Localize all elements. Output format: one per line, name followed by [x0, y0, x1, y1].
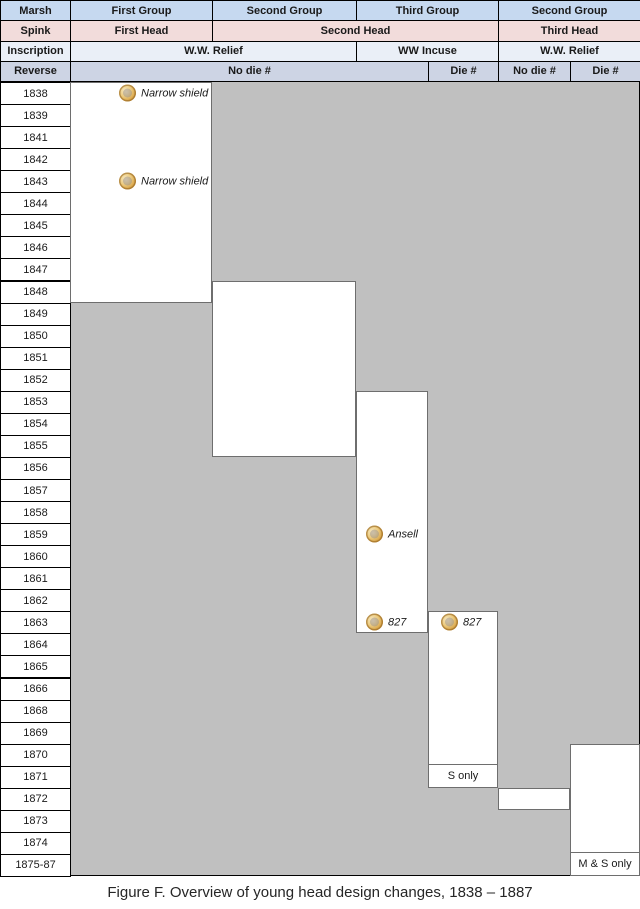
year-row-label: 1870: [0, 743, 71, 767]
header-cell-reverse-1: No die #: [70, 60, 429, 82]
year-row-label: 1841: [0, 126, 71, 150]
header-cell-marsh-1: First Group: [70, 0, 213, 22]
second-group-no-die-block: [212, 280, 356, 457]
header-cell-inscription-1: W.W. Relief: [70, 40, 357, 62]
coin-icon: [366, 525, 383, 543]
annotation-label: Ansell: [388, 528, 418, 541]
year-row-label: 1871: [0, 765, 71, 789]
year-row-label: 1873: [0, 809, 71, 833]
annotation-label: Narrow shield: [141, 87, 209, 100]
annotation-1863-4: 827: [441, 613, 482, 631]
year-row-label: 1863: [0, 611, 71, 635]
header-cell-reverse-4: Die #: [570, 60, 640, 82]
year-row-label: 1842: [0, 148, 71, 172]
coin-icon: [366, 613, 383, 631]
header-cell-spink-3: Third Head: [498, 20, 640, 42]
annotation-1838-0: Narrow shield: [119, 84, 209, 102]
header-cell-spink-2: Second Head: [212, 20, 499, 42]
design-changes-table: Marsh First Group Second Group Third Group S…: [0, 0, 640, 877]
coin-icon: [119, 172, 136, 190]
year-row-label: 1860: [0, 545, 71, 569]
header-cell-marsh-2: Second Group: [212, 0, 357, 22]
year-row-label: 1859: [0, 523, 71, 547]
third-group-die-footer-label: S only: [429, 763, 497, 787]
year-row-label: 1862: [0, 589, 71, 613]
coin-icon: [119, 84, 136, 102]
header-cell-inscription-3: W.W. Relief: [498, 40, 640, 62]
header-cell-marsh-4: Second Group: [498, 0, 640, 22]
header-cell-reverse-2: Die #: [428, 60, 499, 82]
year-row-label: 1874: [0, 831, 71, 855]
second-group-2-die-block: M & S only: [570, 743, 640, 876]
year-row-label: 1865: [0, 655, 71, 679]
header-cell-reverse-3: No die #: [498, 60, 571, 82]
figure-caption: Figure F. Overview of young head design …: [107, 884, 533, 901]
year-row-label: 1855: [0, 434, 71, 458]
year-row-label: 1839: [0, 104, 71, 128]
third-group-no-die-block: [356, 390, 428, 634]
year-row-label: 1844: [0, 192, 71, 216]
header-cell-marsh-3: Third Group: [356, 0, 499, 22]
year-row-label: 1846: [0, 236, 71, 260]
year-row-label: 1849: [0, 302, 71, 326]
annotation-label: Narrow shield: [141, 175, 209, 188]
year-row-label: 1843: [0, 170, 71, 194]
third-group-die-block: S only: [428, 611, 498, 788]
annotation-1863-3: 827: [366, 613, 407, 631]
year-row-label: 1853: [0, 390, 71, 414]
header-cell-reverse-0: Reverse: [0, 60, 71, 82]
year-row-label: 1848: [0, 280, 71, 304]
year-row-label: 1850: [0, 324, 71, 348]
year-row-label: 1838: [0, 82, 71, 106]
table-header: Marsh First Group Second Group Third Group S…: [0, 0, 640, 82]
annotation-1859-2: Ansell: [366, 525, 418, 543]
year-row-label: 1872: [0, 787, 71, 811]
year-row-label: 1868: [0, 699, 71, 723]
year-row-label: 1864: [0, 633, 71, 657]
annotation-label: 827: [463, 616, 482, 629]
year-row-label: 1851: [0, 346, 71, 370]
annotation-1843-1: Narrow shield: [119, 172, 209, 190]
year-row-label: 1847: [0, 258, 71, 282]
second-group-2-die-footer-label: M & S only: [571, 851, 639, 875]
year-row-label: 1845: [0, 214, 71, 238]
year-row-label: 1858: [0, 501, 71, 525]
first-group-no-die-block: [70, 82, 212, 303]
annotation-label: 827: [388, 616, 407, 629]
year-row-label: 1869: [0, 721, 71, 745]
second-group-2-no-die-block: [498, 787, 570, 810]
year-row-label: 1857: [0, 479, 71, 503]
header-cell-spink-0: Spink: [0, 20, 71, 42]
table-body: 1838 1839 1841 1842 1843 1844 1845 1846 1847 1848…: [0, 82, 640, 877]
year-row-label: 1875-87: [0, 853, 71, 877]
header-cell-inscription-2: WW Incuse: [356, 40, 499, 62]
header-cell-spink-1: First Head: [70, 20, 213, 42]
coin-icon: [441, 613, 458, 631]
year-row-label: 1861: [0, 567, 71, 591]
header-cell-marsh-0: Marsh: [0, 0, 71, 22]
header-cell-inscription-0: Inscription: [0, 40, 71, 62]
year-row-label: 1856: [0, 456, 71, 480]
year-row-label: 1866: [0, 677, 71, 701]
year-row-label: 1854: [0, 412, 71, 436]
year-row-label: 1852: [0, 368, 71, 392]
